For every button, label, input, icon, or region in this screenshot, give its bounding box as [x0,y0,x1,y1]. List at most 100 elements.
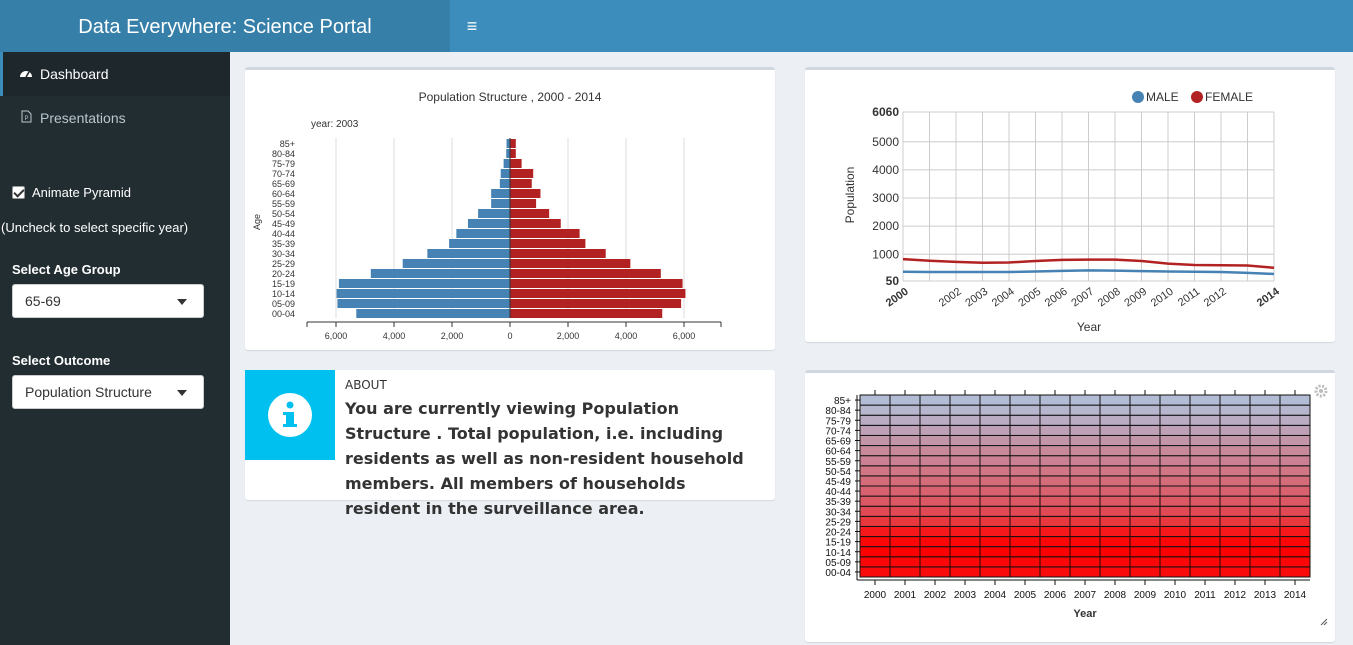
heatmap-cell [949,455,981,467]
heatmap-cell [1159,566,1191,578]
heatmap-cell [1129,434,1161,447]
heatmap-cell [859,434,891,447]
animate-pyramid-checkbox[interactable] [12,186,25,199]
heatmap-cell [949,556,981,568]
heatmap-cell [919,556,951,568]
heatmap-col-label: 2006 [1044,590,1067,601]
heatmap-cell [1249,495,1281,507]
trend-y-tick-label: 5000 [872,135,899,149]
heatmap-cell [859,566,891,578]
trend-y-tick-label: 50 [886,274,900,288]
heatmap-cell [1279,485,1311,497]
heatmap-cell [889,485,921,497]
legend-swatch [1132,91,1144,103]
pyramid-box: Population Structure , 2000 - 2014 year:… [245,67,775,350]
heatmap-cell [1219,475,1251,487]
heatmap-cell [1009,465,1041,477]
heatmap-cell [949,394,981,406]
heatmap-cell [979,394,1011,406]
pyramid-bar-male [503,159,510,168]
app-title[interactable]: Data Everywhere: Science Portal [0,0,450,52]
heatmap-cell [1219,566,1251,578]
pyramid-bar-female [510,149,516,158]
pyramid-bar-male [356,309,510,318]
heatmap-cell [1009,566,1041,578]
trend-x-tick-label: 2006 [1043,286,1070,310]
heatmap-cell [979,525,1011,538]
outcome-select[interactable]: Population Structure [12,375,204,409]
heatmap-cell [1129,424,1161,436]
heatmap-cell [1039,465,1071,477]
heatmap-cell [859,394,891,406]
heatmap-cell [1099,566,1131,578]
trend-x-tick-label: 2012 [1202,286,1229,310]
heatmap-cell [1219,485,1251,497]
pyramid-age-label: 05-09 [272,299,295,309]
heatmap-cell [889,465,921,477]
heatmap-cell [1039,556,1071,568]
heatmap-cell [1129,505,1161,517]
heatmap-cell [1069,434,1101,447]
heatmap-cell [1219,556,1251,568]
heatmap-cell [949,434,981,447]
heatmap-row-label: 20-24 [825,528,851,539]
heatmap-row-label: 65-69 [825,437,851,448]
heatmap-cell [1249,566,1281,578]
heatmap-cell [1159,485,1191,497]
heatmap-cell [1249,394,1281,406]
age-group-select[interactable]: 65-69 [12,284,204,318]
heatmap-cell [1069,465,1101,477]
outcome-label: Select Outcome [12,353,111,368]
heatmap-cell [1039,475,1071,487]
heatmap-cell [949,536,981,548]
sidebar-toggle-icon[interactable]: ≡ [466,16,478,36]
heatmap-row-label: 30-34 [825,507,851,518]
heatmap-row-label: 15-19 [825,538,851,549]
heatmap-cell [1219,434,1251,447]
heatmap-cell [949,485,981,497]
heatmap-cell [919,424,951,436]
age-group-label: Select Age Group [12,262,121,277]
pyramid-bar-female [510,289,686,298]
heatmap-cell [859,465,891,477]
heatmap-cell [1159,546,1191,558]
gear-icon[interactable] [1314,384,1328,398]
heatmap-col-label: 2002 [924,590,947,601]
trend-x-tick-label: 2008 [1096,286,1123,310]
pyramid-x-tick-label: 4,000 [383,331,406,341]
sidebar-item-dashboard[interactable]: Dashboard [0,52,230,96]
heatmap-cell [889,536,921,548]
heatmap-cell [1069,546,1101,558]
heatmap-cell [859,505,891,517]
heatmap-cell [859,525,891,538]
heatmap-cell [889,515,921,527]
heatmap-cell [1009,434,1041,447]
heatmap-cell [949,414,981,426]
heatmap-cell [1189,465,1221,477]
heatmap-cell [889,424,921,436]
heatmap-cell [1219,455,1251,467]
trend-x-tick-label: 2007 [1069,286,1096,310]
pyramid-age-label: 80-84 [272,149,295,159]
trend-x-tick-label: 2011 [1176,286,1202,309]
heatmap-cell [979,485,1011,497]
heatmap-xlabel: Year [1073,608,1097,620]
heatmap-cell [1099,546,1131,558]
heatmap-cell [919,495,951,507]
heatmap-col-label: 2005 [1014,590,1037,601]
legend-label: FEMALE [1205,90,1253,104]
heatmap-cell [1249,525,1281,538]
heatmap-cell [1279,515,1311,527]
trend-x-tick-label: 2010 [1149,286,1176,310]
heatmap-col-label: 2010 [1164,590,1187,601]
heatmap-cell [979,536,1011,548]
heatmap-row-label: 45-49 [825,477,851,488]
heatmap-col-label: 2008 [1104,590,1127,601]
sidebar-item-label: Dashboard [40,66,109,82]
pyramid-bar-female [510,249,606,258]
heatmap-cell [889,404,921,416]
resize-handle-icon[interactable] [1320,618,1328,626]
heatmap-cell [1159,414,1191,426]
sidebar-item-presentations[interactable]: P Presentations [0,96,230,140]
pyramid-bar-male [506,149,510,158]
